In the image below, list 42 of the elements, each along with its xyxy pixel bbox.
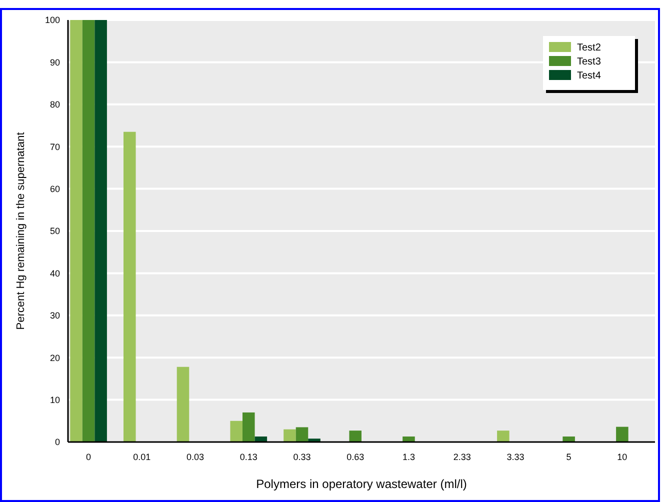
- x-axis-title: Polymers in operatory wastewater (ml/l): [256, 477, 467, 491]
- legend-label: Test2: [577, 42, 602, 54]
- y-tick-label: 30: [50, 310, 60, 321]
- y-tick-label: 20: [50, 352, 60, 363]
- x-tick-label: 0.33: [293, 452, 311, 462]
- y-tick-label: 40: [50, 268, 60, 278]
- bar: [296, 427, 308, 442]
- bar: [284, 429, 296, 442]
- bar: [230, 420, 242, 442]
- bar: [497, 430, 510, 442]
- y-tick-label: 60: [50, 184, 60, 194]
- x-tick-label: 0.13: [240, 452, 258, 462]
- bar: [70, 20, 82, 442]
- x-tick-label: 3.33: [506, 452, 524, 462]
- x-tick-label: 0.03: [186, 452, 204, 462]
- x-tick-label: 2.33: [453, 452, 471, 462]
- y-tick-label: 100: [44, 15, 60, 26]
- x-tick-label: 0.63: [346, 452, 364, 462]
- x-tick-label: 10: [617, 452, 628, 462]
- x-tick-label: 1.3: [402, 452, 415, 462]
- legend-label: Test3: [577, 56, 602, 68]
- bar: [82, 20, 95, 442]
- bar: [124, 132, 136, 442]
- x-tick-label: 5: [566, 452, 572, 462]
- x-tick-label: 0: [86, 452, 92, 462]
- y-tick-label: 90: [50, 57, 60, 68]
- bar: [402, 436, 415, 442]
- y-tick-label: 10: [50, 394, 60, 405]
- bar: [176, 366, 190, 442]
- y-axis-title: Percent Hg remaining in the supernatant: [15, 132, 27, 330]
- bar: [308, 438, 320, 442]
- y-tick-label: 50: [50, 226, 60, 236]
- y-tick-label: 80: [50, 100, 60, 110]
- bar: [616, 426, 628, 442]
- bar: [562, 436, 575, 442]
- legend-label: Test4: [577, 70, 602, 82]
- y-tick-label: 0: [54, 437, 60, 448]
- bar: [242, 412, 255, 442]
- x-tick-label: 0.01: [133, 452, 151, 462]
- bar: [94, 20, 107, 442]
- bar: [349, 430, 362, 442]
- y-tick-label: 70: [50, 142, 60, 152]
